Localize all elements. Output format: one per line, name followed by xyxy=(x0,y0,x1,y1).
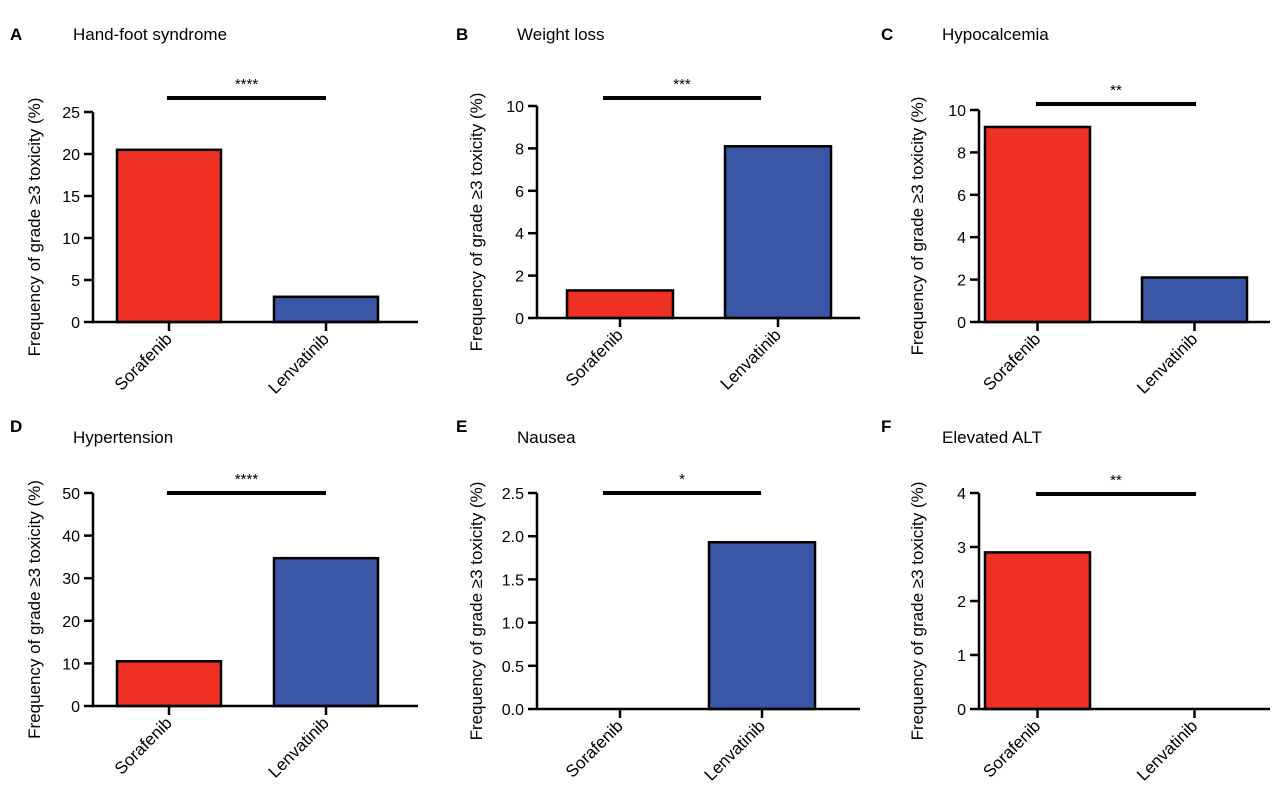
y-axis-label: Frequency of grade ≥3 toxicity (%) xyxy=(25,480,44,739)
x-tick-label-sorafenib: Sorafenib xyxy=(562,325,627,390)
y-tick-label: 0 xyxy=(957,702,966,719)
panel-title: Hypertension xyxy=(73,428,173,447)
x-tick-label-sorafenib: Sorafenib xyxy=(562,716,627,781)
y-tick-label: 2 xyxy=(515,269,524,286)
y-tick-label: 10 xyxy=(62,231,80,248)
panel-title: Hand-foot syndrome xyxy=(73,25,227,44)
bar-sorafenib xyxy=(115,148,223,324)
y-tick-label: 4 xyxy=(515,226,524,243)
y-tick-label: 4 xyxy=(957,486,966,503)
y-tick-label: 2.5 xyxy=(502,486,524,503)
y-tick-label: 1.5 xyxy=(502,572,524,589)
y-tick-label: 0.5 xyxy=(502,659,524,676)
y-tick-label: 5 xyxy=(71,273,80,290)
y-tick-label: 8 xyxy=(957,145,966,162)
y-tick-label: 2.0 xyxy=(502,529,524,546)
y-tick-label: 20 xyxy=(62,614,80,631)
y-tick-label: 10 xyxy=(62,656,80,673)
panel-title: Weight loss xyxy=(517,25,605,44)
bar-sorafenib xyxy=(115,660,223,708)
panel-letter: A xyxy=(10,25,22,44)
bar-lenvatinib xyxy=(272,295,380,324)
chart-panel-f: F Elevated ALT Frequency of grade ≥3 toxic… xyxy=(881,417,1270,785)
y-tick-label: 50 xyxy=(62,486,80,503)
panel-letter: C xyxy=(881,25,893,44)
y-axis-label: Frequency of grade ≥3 toxicity (%) xyxy=(908,97,927,356)
significance-label: ** xyxy=(1110,472,1122,489)
y-tick-label: 15 xyxy=(62,189,80,206)
y-tick-label: 3 xyxy=(957,540,966,557)
y-tick-label: 1.0 xyxy=(502,616,524,633)
y-tick-label: 40 xyxy=(62,529,80,546)
significance-label: ** xyxy=(1110,82,1122,99)
y-tick-label: 8 xyxy=(515,141,524,158)
y-tick-label: 6 xyxy=(957,188,966,205)
x-tick-label-sorafenib: Sorafenib xyxy=(979,329,1044,394)
chart-panel-a: A Hand-foot syndrome Frequency of grade ≥3… xyxy=(10,25,418,398)
panel-title: Hypocalcemia xyxy=(942,25,1049,44)
bar-lenvatinib xyxy=(723,145,833,320)
panel-letter: B xyxy=(456,25,468,44)
panel-letter: F xyxy=(881,417,891,436)
bar-lenvatinib xyxy=(272,556,380,708)
x-tick-label-lenvatinib: Lenvatinib xyxy=(265,713,333,781)
y-tick-label: 0 xyxy=(515,311,524,328)
x-tick-label-lenvatinib: Lenvatinib xyxy=(717,325,785,393)
y-tick-label: 2 xyxy=(957,594,966,611)
y-tick-label: 1 xyxy=(957,648,966,665)
significance-label: *** xyxy=(673,76,691,93)
y-tick-label: 0 xyxy=(71,315,80,332)
y-tick-label: 6 xyxy=(515,184,524,201)
bar-sorafenib xyxy=(565,289,675,320)
chart-panel-b: B Weight loss Frequency of grade ≥3 toxici… xyxy=(456,25,860,394)
panel-title: Elevated ALT xyxy=(942,428,1042,447)
significance-label: * xyxy=(679,471,685,488)
y-tick-label: 0 xyxy=(71,699,80,716)
y-tick-label: 10 xyxy=(948,103,966,120)
significance-label: **** xyxy=(235,76,259,93)
panel-title: Nausea xyxy=(517,428,576,447)
chart-panel-c: C Hypocalcemia Frequency of grade ≥3 toxic… xyxy=(881,25,1270,398)
y-tick-label: 25 xyxy=(62,105,80,122)
significance-label: **** xyxy=(235,471,259,488)
y-tick-label: 2 xyxy=(957,273,966,290)
y-axis-label: Frequency of grade ≥3 toxicity (%) xyxy=(467,482,486,741)
panel-letter: E xyxy=(456,417,467,436)
panel-letter: D xyxy=(10,417,22,436)
y-tick-label: 0 xyxy=(957,315,966,332)
y-tick-label: 30 xyxy=(62,571,80,588)
y-tick-label: 10 xyxy=(506,99,524,116)
y-axis-label: Frequency of grade ≥3 toxicity (%) xyxy=(25,98,44,357)
x-tick-label-sorafenib: Sorafenib xyxy=(979,716,1044,781)
y-axis-label: Frequency of grade ≥3 toxicity (%) xyxy=(908,482,927,741)
y-tick-label: 4 xyxy=(957,230,966,247)
x-tick-label-lenvatinib: Lenvatinib xyxy=(701,716,769,784)
chart-panel-d: D Hypertension Frequency of grade ≥3 toxic… xyxy=(10,417,418,782)
bar-sorafenib xyxy=(983,551,1092,711)
x-tick-label-sorafenib: Sorafenib xyxy=(111,713,176,778)
x-tick-label-lenvatinib: Lenvatinib xyxy=(1133,329,1201,397)
chart-panel-e: E Nausea Frequency of grade ≥3 toxicity (%… xyxy=(456,417,860,785)
y-tick-label: 0.0 xyxy=(502,702,524,719)
y-axis-label: Frequency of grade ≥3 toxicity (%) xyxy=(467,93,486,352)
x-tick-label-sorafenib: Sorafenib xyxy=(111,329,176,394)
bar-lenvatinib xyxy=(1140,276,1249,324)
bar-lenvatinib xyxy=(707,540,817,711)
x-tick-label-lenvatinib: Lenvatinib xyxy=(1133,716,1201,784)
y-tick-label: 20 xyxy=(62,147,80,164)
x-tick-label-lenvatinib: Lenvatinib xyxy=(265,329,333,397)
bar-sorafenib xyxy=(983,125,1092,324)
